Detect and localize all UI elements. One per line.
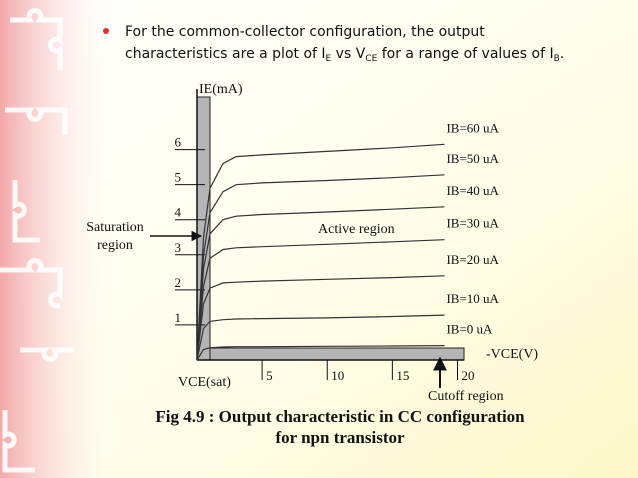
x-tick-label: 20 — [461, 368, 474, 383]
y-tick-label: 3 — [175, 240, 182, 255]
series-label: IB=60 uA — [446, 120, 499, 135]
annotation: Saturation — [86, 220, 144, 235]
y-tick-label: 6 — [175, 135, 182, 150]
curve — [196, 174, 445, 361]
annotation: VCE(sat) — [178, 375, 231, 390]
caption: for npn transistor — [275, 428, 405, 447]
x-tick-label: 10 — [331, 368, 344, 383]
bullet-text: For the common-collector configuration, … — [125, 24, 564, 64]
curve — [196, 345, 445, 361]
series-label: IB=30 uA — [446, 216, 499, 231]
y-tick-label: 1 — [175, 310, 182, 325]
text: vs V — [331, 46, 365, 62]
bullet-dot — [103, 28, 109, 34]
x-axis-label: -VCE(V) — [486, 347, 538, 362]
series-label: IB=10 uA — [446, 291, 499, 306]
x-tick-label: 15 — [396, 368, 409, 383]
subscript: CE — [365, 54, 377, 64]
puzzle-pattern — [0, 8, 75, 473]
text: for a range of values of I — [377, 46, 553, 62]
text: characteristics are a plot of I — [125, 46, 326, 62]
series-label: IB=50 uA — [446, 151, 499, 166]
subscript: E — [326, 54, 332, 64]
curve — [196, 143, 445, 361]
x-tick-label: 5 — [266, 368, 273, 383]
text: For the common-collector configuration, … — [125, 24, 485, 40]
annotation: Active region — [318, 222, 395, 237]
caption: Fig 4.9 : Output characteristic in CC co… — [155, 407, 525, 426]
y-axis-label: IE(mA) — [199, 82, 243, 97]
curve — [196, 206, 445, 361]
subscript: B — [554, 54, 560, 64]
curve — [196, 275, 445, 361]
y-tick-label: 5 — [175, 170, 182, 185]
cutoff-band — [209, 347, 465, 361]
curve — [196, 239, 445, 361]
text: . — [560, 46, 564, 62]
series-label: IB=20 uA — [446, 252, 499, 267]
chart: IE(mA) -VCE(V) 1 2 3 4 5 6 5 10 15 20 IB=60 uA IB=50 … — [86, 82, 538, 404]
y-tick-label: 4 — [175, 205, 182, 220]
series-label: IB=0 uA — [446, 322, 493, 337]
series-label: IB=40 uA — [446, 183, 499, 198]
annotation: region — [97, 238, 133, 253]
annotation: Cutoff region — [428, 389, 504, 404]
curve — [196, 314, 445, 361]
y-tick-label: 2 — [175, 275, 182, 290]
